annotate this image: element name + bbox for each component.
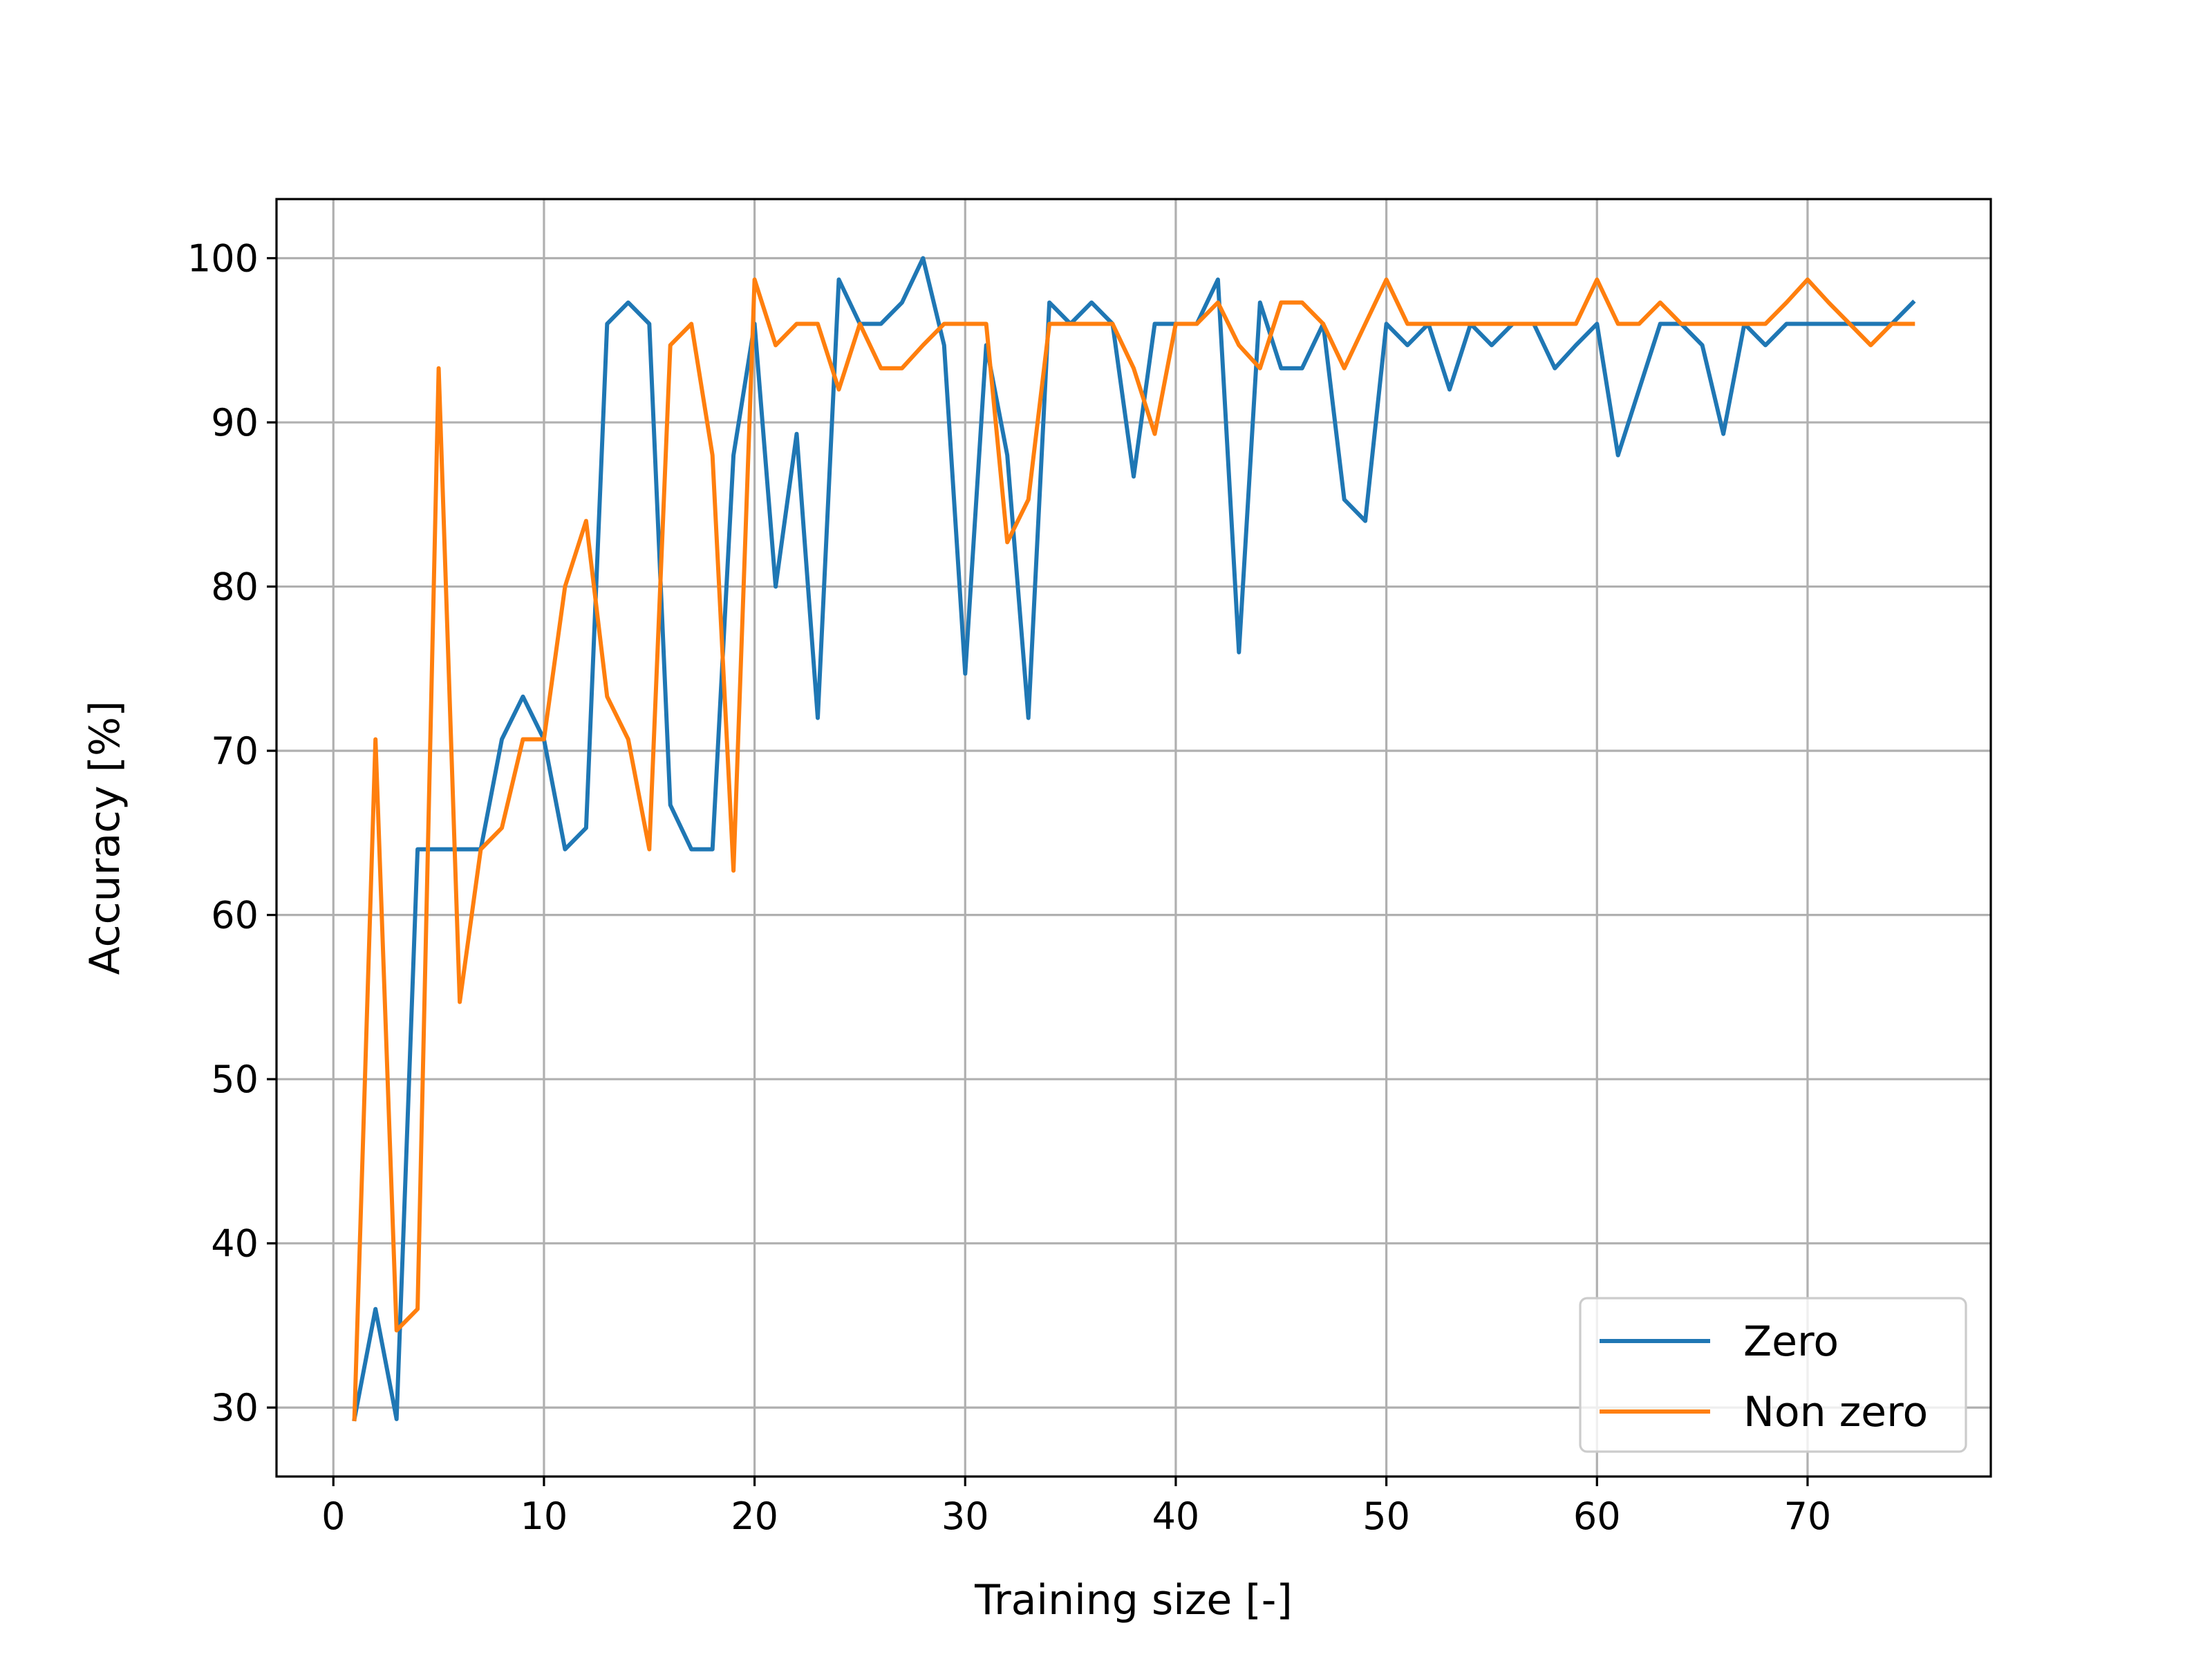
y-tick-label: 100 bbox=[187, 237, 259, 281]
x-axis: 0 10 20 30 40 50 60 70 bbox=[321, 1477, 1831, 1538]
series-line-zero bbox=[352, 256, 1916, 1422]
x-tick-label: 50 bbox=[1362, 1494, 1410, 1538]
x-tick-label: 60 bbox=[1573, 1494, 1621, 1538]
x-tick-label: 0 bbox=[321, 1494, 345, 1538]
y-axis: 30 40 50 60 70 80 90 100 bbox=[187, 237, 276, 1430]
y-tick-label: 80 bbox=[211, 565, 259, 609]
x-axis-label: Training size [-] bbox=[974, 1576, 1293, 1624]
y-tick-label: 30 bbox=[211, 1386, 259, 1430]
y-tick-label: 40 bbox=[211, 1222, 259, 1266]
plot-frame bbox=[275, 198, 1992, 1478]
legend-label-non-zero: Non zero bbox=[1743, 1388, 1928, 1436]
x-tick-label: 40 bbox=[1152, 1494, 1200, 1538]
x-tick-label: 70 bbox=[1784, 1494, 1832, 1538]
x-tick-label: 20 bbox=[731, 1494, 778, 1538]
grid bbox=[276, 199, 1991, 1477]
series-layer bbox=[352, 256, 1916, 1422]
y-tick-label: 60 bbox=[211, 894, 259, 937]
y-tick-label: 90 bbox=[211, 401, 259, 444]
y-tick-label: 50 bbox=[211, 1058, 259, 1101]
legend: Zero Non zero bbox=[1579, 1297, 1967, 1453]
y-tick-label: 70 bbox=[211, 729, 259, 773]
x-tick-label: 30 bbox=[941, 1494, 989, 1538]
series-line-non-zero bbox=[352, 277, 1915, 1421]
x-tick-label: 10 bbox=[521, 1494, 568, 1538]
y-axis-label: Accuracy [%] bbox=[81, 701, 129, 975]
legend-label-zero: Zero bbox=[1743, 1318, 1839, 1366]
